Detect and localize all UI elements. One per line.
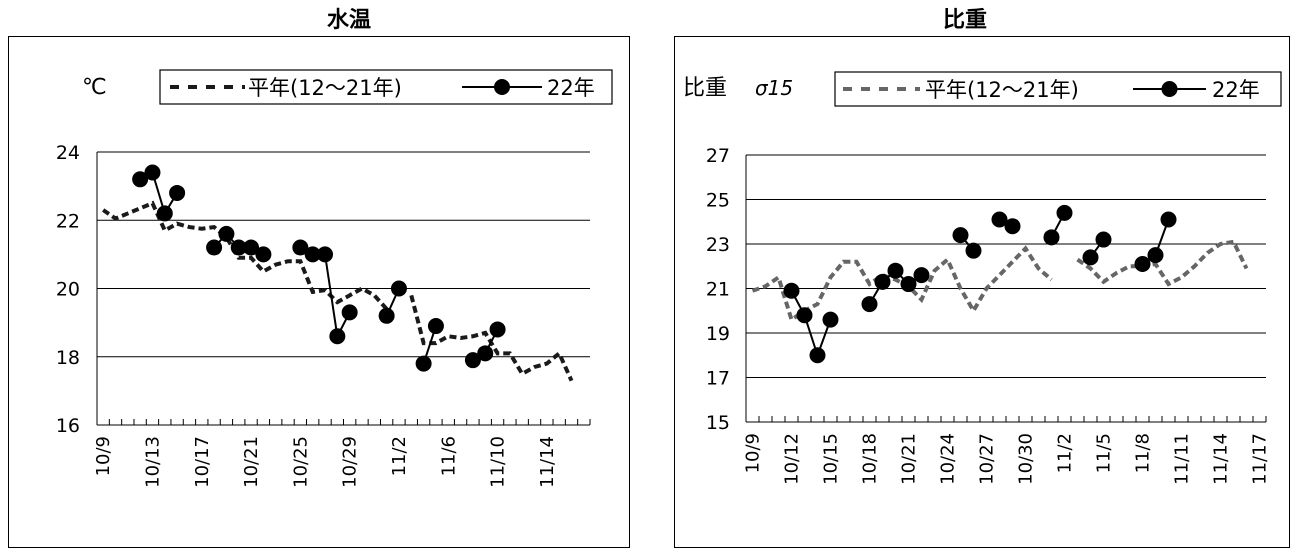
y-tick-label: 24	[56, 142, 80, 164]
normal-year-line	[102, 200, 389, 311]
series-2022-point	[1056, 204, 1073, 221]
series-2022-point	[255, 246, 272, 263]
legend-marker-swatch	[1161, 81, 1178, 97]
x-tick-label: 10/21	[899, 433, 920, 485]
series-2022-point	[1043, 229, 1060, 246]
x-tick-label: 11/6	[438, 436, 459, 476]
series-2022-point	[132, 171, 149, 188]
series-2022-point	[809, 347, 826, 364]
x-tick-label: 11/2	[1055, 433, 1076, 473]
series-2022-point	[317, 246, 334, 263]
series-2022-point	[1004, 218, 1021, 235]
legend-normal-label: 平年(12～21年)	[248, 76, 402, 100]
x-tick-label: 11/10	[488, 436, 509, 488]
series-2022-point	[243, 239, 260, 256]
series-2022-point	[427, 318, 444, 335]
series-2022-point	[822, 311, 839, 328]
legend-box	[834, 71, 1282, 107]
legend-marker-swatch	[494, 79, 510, 95]
series-2022-point	[489, 321, 506, 338]
x-tick-label: 11/2	[389, 436, 410, 476]
series-2022-point	[378, 307, 395, 324]
x-tick-label: 10/21	[241, 436, 262, 488]
y-tick-label: 22	[56, 210, 80, 232]
y-tick-label: 23	[706, 234, 730, 256]
series-2022-line	[790, 290, 832, 359]
y-tick-label: 16	[56, 415, 80, 437]
x-tick-label: 11/17	[1250, 433, 1271, 485]
series-2022-point	[206, 239, 223, 256]
series-2022-point	[304, 246, 321, 263]
x-tick-label: 11/8	[1133, 433, 1154, 473]
series-2022-point	[965, 242, 982, 259]
x-tick-label: 10/25	[290, 436, 311, 488]
series-2022-point	[952, 227, 969, 244]
series-2022-point	[230, 239, 247, 256]
series-2022-point	[341, 304, 358, 321]
legend-2022-label: 22年	[1212, 78, 1260, 102]
y-tick-label: 25	[706, 190, 730, 212]
y-tick-label: 21	[706, 279, 730, 301]
series-2022-point	[861, 296, 878, 313]
y-tick-label: 27	[706, 145, 730, 167]
chart-title-temperature: 水温	[326, 8, 371, 33]
series-2022-point	[1095, 231, 1112, 248]
series-2022-point	[1134, 256, 1151, 273]
x-tick-label: 11/11	[1172, 433, 1193, 485]
series-2022-point	[796, 307, 813, 324]
y-tick-label: 18	[56, 347, 80, 369]
x-tick-label: 10/17	[192, 436, 213, 488]
x-tick-label: 11/14	[537, 436, 558, 488]
y-axis-label: 比重	[683, 76, 727, 101]
x-tick-label: 10/13	[142, 436, 163, 488]
x-tick-label: 10/12	[782, 433, 803, 485]
series-2022-point	[1147, 247, 1164, 264]
series-2022-point	[292, 239, 309, 256]
y-tick-label: 15	[706, 412, 730, 434]
y-tick-label: 19	[706, 323, 730, 345]
x-tick-label: 10/30	[1016, 433, 1037, 485]
legend-2022-label: 22年	[547, 76, 595, 100]
x-tick-label: 11/14	[1211, 433, 1232, 485]
x-tick-label: 11/5	[1094, 433, 1115, 473]
chart-title-density: 比重	[942, 8, 987, 33]
x-tick-label: 10/27	[977, 433, 998, 485]
series-2022-point	[991, 211, 1008, 228]
x-tick-label: 10/24	[938, 433, 959, 485]
x-tick-label: 10/29	[340, 436, 361, 488]
x-tick-label: 10/9	[93, 436, 114, 476]
series-2022-point	[169, 184, 186, 201]
series-2022-point	[913, 267, 930, 284]
series-2022-point	[390, 280, 407, 297]
series-2022-point	[477, 345, 494, 362]
series-2022-point	[1082, 249, 1099, 266]
series-2022-point	[156, 205, 173, 222]
series-2022-point	[783, 282, 800, 299]
series-2022-point	[218, 225, 235, 242]
series-2022-point	[144, 164, 161, 181]
x-tick-label: 10/15	[821, 433, 842, 485]
series-2022-point	[415, 355, 432, 372]
x-tick-label: 10/18	[860, 433, 881, 485]
series-2022-point	[464, 352, 481, 369]
series-2022-point	[900, 276, 917, 293]
y-axis-label: ℃	[82, 75, 107, 100]
series-2022-point	[329, 328, 346, 345]
y-tick-label: 17	[706, 368, 730, 390]
series-2022-point	[874, 273, 891, 290]
legend-normal-label: 平年(12～21年)	[925, 78, 1079, 102]
y-axis-label-suffix: σ15	[755, 76, 793, 100]
series-2022-point	[1160, 211, 1177, 228]
normal-year-line	[1076, 239, 1249, 287]
series-2022-point	[887, 262, 904, 279]
x-tick-label: 10/9	[743, 433, 764, 473]
normal-year-line	[751, 245, 1053, 323]
y-tick-label: 20	[56, 279, 80, 301]
